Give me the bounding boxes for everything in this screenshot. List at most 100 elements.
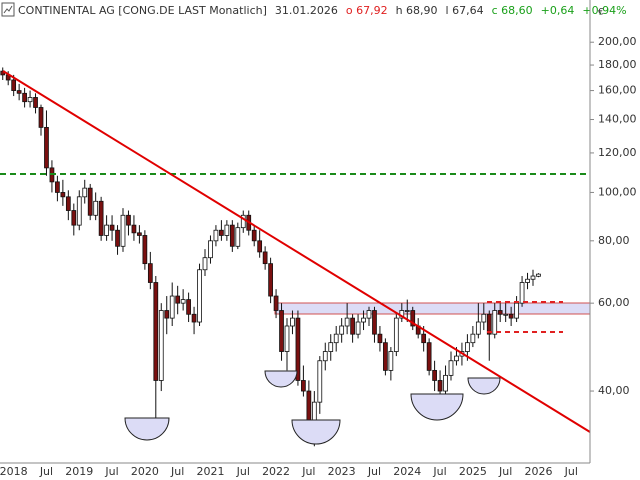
candle-body — [158, 310, 164, 381]
x-tick-label: Jul — [498, 465, 512, 478]
candle-body — [115, 229, 120, 247]
candle-body — [355, 321, 361, 335]
candle-body — [497, 310, 503, 315]
y-tick-label: 200,00 — [598, 35, 637, 48]
candle-body — [344, 317, 350, 327]
candle-body — [55, 181, 60, 193]
candle-body — [465, 342, 470, 352]
candle-body — [492, 310, 498, 335]
candle-body — [229, 224, 235, 247]
candle-body — [295, 317, 301, 381]
candles — [0, 67, 541, 447]
candle-body — [38, 107, 44, 128]
candle-body — [180, 299, 186, 304]
x-tick-label: Jul — [236, 465, 250, 478]
candle-body — [268, 263, 273, 297]
candle-body — [426, 342, 432, 371]
candle-body — [486, 313, 492, 335]
currency-label: € — [598, 8, 604, 18]
y-tick-label: 160,00 — [598, 84, 637, 97]
candle-body — [388, 351, 394, 371]
candle-body — [475, 321, 481, 335]
candle-body — [339, 325, 345, 335]
candle-body — [421, 333, 427, 344]
bottom-marker — [291, 419, 341, 445]
candle-body — [93, 200, 99, 216]
candle-body — [208, 240, 213, 259]
candle-body — [470, 333, 476, 344]
candle-body — [33, 97, 38, 108]
y-tick-label: 80,00 — [598, 234, 630, 247]
candle-body — [437, 380, 443, 392]
bottom-marker — [124, 417, 170, 441]
y-tick-label: 120,00 — [598, 146, 637, 159]
candle-body — [301, 380, 306, 392]
candle-body — [22, 92, 27, 103]
candle-body — [503, 313, 509, 316]
x-tick-label: Jul — [432, 465, 446, 478]
candle-body — [213, 229, 219, 242]
candle-body — [87, 187, 93, 216]
x-tick-label: 2023 — [328, 465, 356, 478]
header-value: +0,94% — [582, 4, 626, 17]
candle-body — [126, 214, 131, 226]
candle-body — [202, 257, 208, 271]
candle-body — [481, 313, 487, 323]
header-value: +0,64 — [541, 4, 575, 17]
candle-body — [137, 232, 142, 236]
y-tick-label: 40,00 — [598, 384, 630, 397]
header-value: c 68,60 — [492, 4, 533, 17]
x-tick-label: 2026 — [524, 465, 552, 478]
candle-body — [530, 275, 536, 280]
date: 31.01.2026 — [275, 4, 338, 17]
candle-body — [377, 333, 383, 344]
candle-body — [109, 224, 115, 231]
candle-body — [175, 295, 181, 304]
candle-body — [251, 229, 257, 242]
candle-body — [317, 360, 323, 403]
candle-body — [383, 342, 388, 371]
candle-body — [76, 196, 82, 226]
x-tick-label: 2021 — [196, 465, 224, 478]
candle-body — [142, 235, 148, 265]
candle-body — [82, 187, 88, 198]
candle-body — [197, 269, 202, 323]
x-tick-label: Jul — [104, 465, 118, 478]
x-tick-label: Jul — [301, 465, 315, 478]
x-tick-label: 2025 — [459, 465, 487, 478]
candle-body — [186, 299, 191, 315]
x-tick-label: 2022 — [262, 465, 290, 478]
candle-body — [443, 374, 448, 392]
candle-body — [71, 210, 77, 226]
candle-body — [525, 278, 530, 283]
candle-body — [98, 200, 104, 236]
candle-body — [257, 240, 263, 253]
candle-body — [404, 310, 410, 312]
candle-body — [120, 214, 126, 247]
candle-body — [508, 313, 514, 319]
candle-body — [514, 302, 519, 319]
candle-body — [104, 224, 109, 236]
candle-body — [519, 282, 525, 304]
candle-body — [224, 224, 230, 236]
candle-body — [44, 126, 49, 169]
candle-body — [65, 196, 71, 211]
bottom-marker — [467, 377, 501, 395]
header-value: h 68,90 — [396, 4, 438, 17]
candle-body — [27, 97, 33, 103]
x-tick-label: Jul — [367, 465, 381, 478]
candle-body — [432, 369, 437, 381]
x-tick-label: Jul — [564, 465, 578, 478]
candle-body — [454, 355, 459, 362]
candle-body — [328, 342, 334, 352]
x-tick-label: Jul — [39, 465, 53, 478]
x-tick-label: Jul — [170, 465, 184, 478]
x-tick-label: 2019 — [65, 465, 93, 478]
candle-body — [366, 310, 372, 319]
candle-body — [350, 317, 355, 335]
header-value: l 67,64 — [446, 4, 484, 17]
header-icon — [1, 2, 15, 17]
candle-body — [191, 313, 197, 323]
x-tick-label: 2018 — [0, 465, 28, 478]
